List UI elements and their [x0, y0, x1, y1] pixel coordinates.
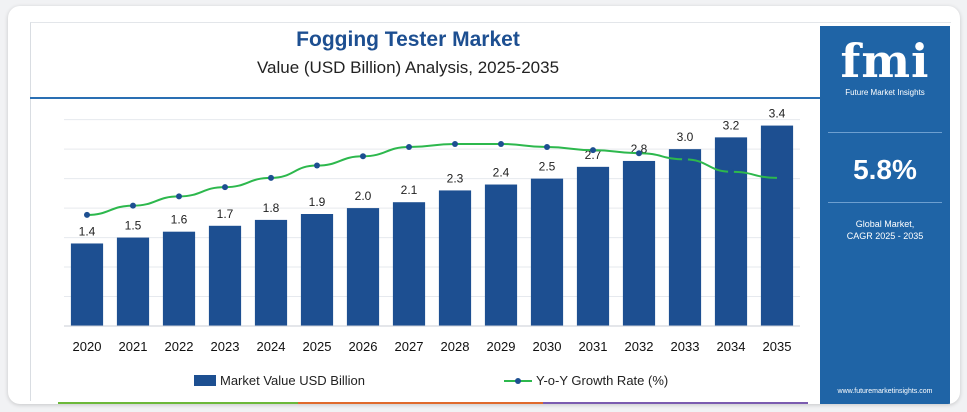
bar	[484, 184, 518, 326]
cagr-value: 5.8%	[853, 154, 917, 185]
x-tick-label: 2024	[257, 339, 286, 354]
growth-rate-line	[86, 142, 778, 216]
growth-rate-point	[452, 140, 458, 147]
bar	[254, 219, 288, 326]
panel-divider	[828, 132, 942, 133]
bar-value-label: 1.7	[217, 207, 234, 221]
growth-rate-point	[590, 147, 596, 154]
growth-rate-point	[360, 153, 366, 160]
growth-rate-point	[222, 184, 228, 191]
bar	[392, 202, 426, 326]
fmi-side-panel: fmi Future Market Insights 5.8% Global M…	[820, 26, 950, 404]
bar-value-label: 2.0	[355, 189, 372, 203]
header-rule	[30, 97, 820, 99]
chart-card: Fogging Tester Market Value (USD Billion…	[8, 6, 960, 404]
growth-rate-point	[682, 156, 688, 163]
growth-rate-point	[498, 140, 504, 147]
footer-accent-orange	[298, 402, 543, 404]
bar	[300, 214, 334, 326]
cagr-label-line1: Global Market,	[855, 219, 915, 229]
chart-subtitle: Value (USD Billion) Analysis, 2025-2035	[256, 58, 560, 77]
footer-accent-purple	[543, 402, 808, 404]
growth-rate-point	[544, 144, 550, 151]
growth-rate-point	[406, 144, 412, 151]
bar-value-label: 2.5	[539, 160, 556, 174]
x-tick-label: 2025	[303, 339, 332, 354]
legend-bar-label: Market Value USD Billion	[220, 373, 365, 388]
bar-value-label: 2.7	[585, 148, 602, 162]
cagr-label: Global Market, CAGR 2025 - 2035	[820, 218, 950, 242]
legend-line-label: Y-o-Y Growth Rate (%)	[536, 373, 669, 388]
legend-item-bars: Market Value USD Billion	[194, 373, 365, 388]
bar	[530, 178, 564, 326]
x-tick-label: 2028	[441, 339, 470, 354]
x-tick-label: 2034	[717, 339, 746, 354]
bar	[576, 166, 610, 326]
growth-rate-point	[130, 202, 136, 209]
bar	[760, 125, 794, 326]
bar-value-label: 1.5	[125, 219, 142, 233]
bar-value-label: 1.8	[263, 201, 280, 215]
x-tick-label: 2033	[671, 339, 700, 354]
fmi-logo: fmi	[840, 34, 930, 88]
x-tick-label: 2026	[349, 339, 378, 354]
x-tick-label: 2022	[165, 339, 194, 354]
growth-rate-point	[268, 174, 274, 181]
cagr-label-line2: CAGR 2025 - 2035	[846, 231, 924, 241]
legend-item-line: Y-o-Y Growth Rate (%)	[504, 373, 668, 388]
bar	[70, 243, 104, 326]
bar-value-label: 1.6	[171, 213, 188, 227]
footer-accent-green	[58, 402, 298, 404]
bar	[116, 237, 150, 326]
bar	[714, 137, 748, 326]
x-tick-label: 2031	[579, 339, 608, 354]
x-tick-label: 2023	[211, 339, 240, 354]
bar-value-label: 1.4	[79, 224, 96, 238]
bar-value-label: 2.1	[401, 183, 418, 197]
bar	[162, 231, 196, 326]
bar	[208, 225, 242, 326]
bar-value-label: 3.0	[677, 130, 694, 144]
legend-bar-swatch	[194, 375, 216, 386]
growth-rate-point	[314, 162, 320, 169]
growth-rate-point	[84, 211, 90, 218]
x-tick-label: 2027	[395, 339, 424, 354]
chart-frame	[30, 22, 951, 401]
x-tick-label: 2035	[763, 339, 792, 354]
bar	[622, 160, 656, 326]
growth-rate-point	[728, 168, 734, 175]
combo-chart: 1.4 2020 1.5 2021 1.6 2022 1.7 2023 1.8 2024 1.9 20…	[64, 107, 800, 354]
growth-rate-point	[176, 193, 182, 200]
x-tick-label: 2029	[487, 339, 516, 354]
bar	[668, 149, 702, 326]
bar-value-label: 2.3	[447, 171, 464, 185]
website-link[interactable]: www.futuremarketinsights.com	[837, 388, 933, 395]
bar-value-label: 2.4	[493, 166, 510, 180]
growth-rate-point	[636, 150, 642, 157]
bar	[346, 208, 380, 326]
chart-title: Fogging Tester Market	[296, 28, 520, 51]
fmi-logo-caption: Future Market Insights	[845, 88, 925, 97]
legend-line-swatch	[504, 376, 532, 386]
bar-value-label: 3.4	[769, 107, 786, 121]
bar	[438, 190, 472, 326]
x-tick-label: 2030	[533, 339, 562, 354]
x-tick-label: 2020	[73, 339, 102, 354]
bar-value-label: 1.9	[309, 195, 326, 209]
x-tick-label: 2021	[119, 339, 148, 354]
bar-value-label: 3.2	[723, 118, 740, 132]
x-tick-label: 2032	[625, 339, 654, 354]
panel-divider	[828, 202, 942, 203]
